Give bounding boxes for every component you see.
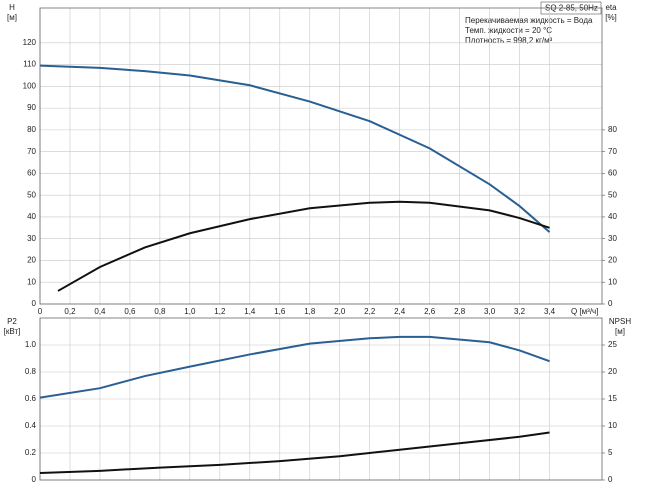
y2-tick-label: 70 (608, 147, 617, 156)
x-tick-label: 2,0 (334, 307, 346, 316)
curve (39, 64, 551, 233)
y-tick-label: 60 (27, 169, 36, 178)
x-tick-label: 1,2 (214, 307, 226, 316)
y-tick-label: 0.2 (25, 448, 37, 457)
y-tick-label: 1.0 (25, 340, 37, 349)
y-tick-label: 90 (27, 103, 36, 112)
y2-tick-label: 5 (608, 448, 613, 457)
y2-tick-label: 0 (608, 299, 613, 308)
annotation: Плотность = 998,2 кг/м³ (465, 36, 553, 45)
y-tick-label: 10 (27, 277, 36, 286)
curve (39, 431, 550, 474)
y-tick-label: 30 (27, 234, 36, 243)
x-tick-label: 1,0 (184, 307, 196, 316)
y-tick-label: 80 (27, 125, 36, 134)
plot-frame (39, 7, 603, 305)
x-tick-label: 1,4 (244, 307, 256, 316)
y-tick-label: 0.8 (25, 367, 37, 376)
y2-tick-label: 25 (608, 340, 617, 349)
annotation: Темп. жидкости = 20 °C (465, 26, 552, 35)
y2-tick-label: 60 (608, 169, 617, 178)
y-axis-unit: [кВт] (4, 327, 21, 336)
y-tick-label: 100 (23, 81, 37, 90)
y2-tick-label: 0 (608, 475, 613, 484)
y2-tick-label: 50 (608, 190, 617, 199)
x-tick-label: 0,8 (154, 307, 166, 316)
y-axis-label: H (9, 3, 15, 12)
curve (57, 200, 550, 292)
x-tick-label: 3,4 (544, 307, 556, 316)
y2-axis-unit: [м] (615, 327, 625, 336)
x-tick-label: 3,0 (484, 307, 496, 316)
y-tick-label: 20 (27, 256, 36, 265)
x-tick-label: 0,6 (124, 307, 136, 316)
y2-tick-label: 10 (608, 277, 617, 286)
y-tick-label: 0 (32, 299, 37, 308)
y-tick-label: 70 (27, 147, 36, 156)
y2-tick-label: 20 (608, 367, 617, 376)
y2-tick-label: 80 (608, 125, 617, 134)
annotation: Перекачиваемая жидкость = Вода (465, 16, 593, 25)
x-tick-label: 2,6 (424, 307, 436, 316)
y2-tick-label: 10 (608, 421, 617, 430)
y-tick-label: 0 (32, 475, 37, 484)
plot-frame (39, 317, 603, 481)
x-tick-label: 2,2 (364, 307, 376, 316)
y2-tick-label: 30 (608, 234, 617, 243)
x-tick-label: 0,2 (64, 307, 76, 316)
x-tick-label: 1,6 (274, 307, 286, 316)
y-tick-label: 0.6 (25, 394, 37, 403)
y-tick-label: 120 (23, 38, 37, 47)
x-axis-label: Q [м³/ч] (571, 307, 598, 316)
y2-axis-label: NPSH (609, 317, 631, 326)
x-tick-label: 3,2 (514, 307, 526, 316)
y2-axis-unit: [%] (605, 13, 617, 22)
x-tick-label: 1,8 (304, 307, 316, 316)
y2-axis-label: eta (605, 3, 617, 12)
y2-tick-label: 20 (608, 256, 617, 265)
x-tick-label: 2,8 (454, 307, 466, 316)
x-tick-label: 0,4 (94, 307, 106, 316)
x-tick-label: 0 (38, 307, 43, 316)
y-axis-label: P2 (7, 317, 17, 326)
y-tick-label: 50 (27, 190, 36, 199)
y2-tick-label: 15 (608, 394, 617, 403)
x-tick-label: 2,4 (394, 307, 406, 316)
y-tick-label: 40 (27, 212, 36, 221)
y2-tick-label: 40 (608, 212, 617, 221)
curve (39, 335, 550, 399)
y-axis-unit: [м] (7, 13, 17, 22)
y-tick-label: 110 (23, 60, 36, 69)
y-tick-label: 0.4 (25, 421, 37, 430)
